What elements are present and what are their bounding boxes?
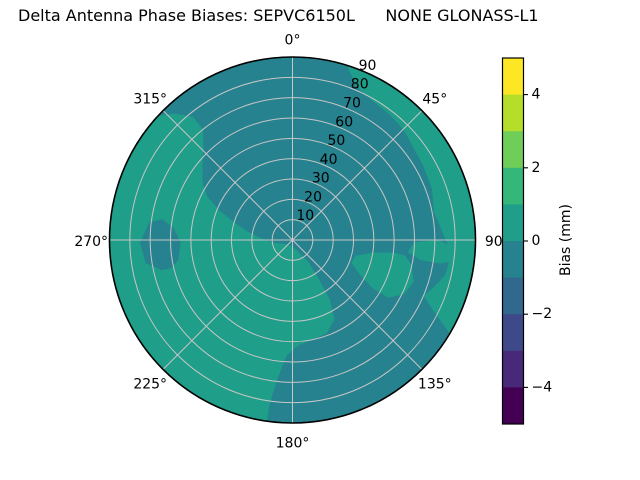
grid-spoke [292, 110, 423, 241]
radial-tick-label: 60 [335, 114, 353, 130]
colorbar-band [502, 204, 524, 242]
radial-tick-label: 30 [312, 171, 330, 187]
bias-band-0-to-1-southeast-pocket [351, 252, 414, 298]
radial-tick-label: 80 [351, 77, 369, 93]
colorbar-band [502, 314, 524, 352]
angular-tick-label: 135° [418, 376, 452, 392]
radial-tick-label: 20 [304, 189, 322, 205]
chart-title: Delta Antenna Phase Biases: SEPVC6150L N… [18, 6, 539, 25]
colorbar: 4 2 0 −2 −4 Bias (mm) [501, 57, 574, 425]
colorbar-tick-label: 0 [532, 233, 541, 249]
angular-tick-label: 315° [133, 92, 167, 108]
angular-tick-label: 0° [285, 33, 301, 49]
colorbar-band [502, 131, 524, 169]
angular-tick-label: 270° [74, 234, 108, 250]
colorbar-band [502, 277, 524, 315]
colorbar-band [502, 94, 524, 132]
angular-tick-label: 180° [276, 435, 310, 451]
radial-tick-label: 90 [359, 58, 377, 74]
colorbar-band [502, 350, 524, 388]
colorbar-tick-label: −4 [532, 379, 553, 395]
colorbar-tick-label: −2 [532, 306, 553, 322]
polar-grid [109, 56, 476, 424]
colorbar-band [502, 241, 524, 279]
colorbar-tick-label: 2 [532, 160, 541, 176]
grid-spoke [162, 110, 293, 241]
radial-tick-label: 50 [327, 133, 345, 149]
colorbar-band [502, 387, 524, 425]
colorbar-tick-label: 4 [532, 87, 541, 103]
outer-boundary [108, 56, 477, 424]
grid-spoke [292, 239, 423, 370]
angular-tick-label: 225° [133, 376, 167, 392]
radial-tick-label: 70 [343, 96, 361, 112]
grid-spoke [162, 239, 293, 370]
angular-tick-label: 90 [485, 234, 503, 250]
angular-tick-label: 45° [422, 92, 447, 108]
radial-tick-label: 10 [296, 208, 314, 224]
colorbar-band [502, 167, 524, 205]
radial-tick-label: 40 [320, 152, 338, 168]
colorbar-axis-label: Bias (mm) [558, 204, 574, 276]
bias-band-0-to-1-east-bridge [407, 240, 458, 264]
colorbar-band [502, 58, 524, 96]
